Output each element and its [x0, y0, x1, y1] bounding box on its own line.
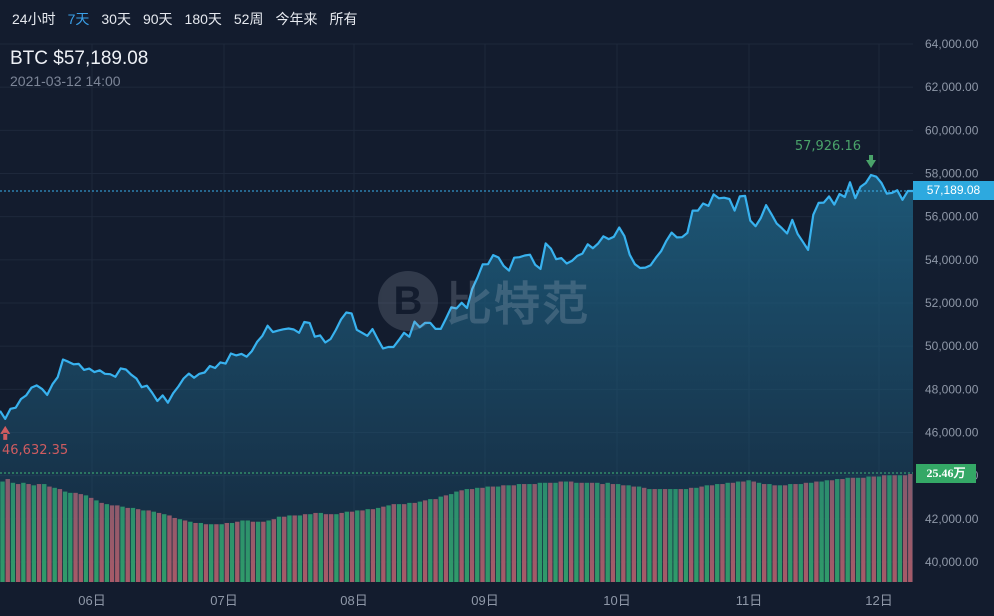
- tab-4[interactable]: 180天: [184, 11, 222, 27]
- watermark-text: 比特范: [446, 278, 590, 330]
- y-tick-label: 50,000.00: [925, 339, 979, 353]
- high-arrow-icon: [866, 155, 877, 169]
- y-tick-label: 60,000.00: [925, 123, 979, 137]
- time-range-tabs: 24小时 7天 30天 90天 180天 52周 今年来 所有: [6, 10, 363, 28]
- y-tick-label: 52,000.00: [925, 296, 979, 310]
- price-line: [0, 173, 913, 420]
- current-price-badge: 57,189.08: [913, 181, 994, 200]
- tab-0[interactable]: 24小时: [12, 11, 56, 27]
- low-arrow-icon: [0, 425, 11, 440]
- price-area: [0, 175, 913, 582]
- watermark: B 比特范: [378, 268, 590, 334]
- y-tick-label: 54,000.00: [925, 253, 979, 267]
- current-volume-badge: 25.46万: [916, 464, 976, 483]
- y-tick-label: 40,000.00: [925, 555, 979, 569]
- x-tick-label: 10日: [603, 593, 630, 608]
- chart-title: BTC $57,189.08: [10, 48, 149, 69]
- x-tick-label: 07日: [210, 593, 237, 608]
- x-tick-label: 08日: [340, 593, 367, 608]
- y-tick-label: 58,000.00: [925, 167, 979, 181]
- y-tick-label: 62,000.00: [925, 80, 979, 94]
- y-tick-label: 56,000.00: [925, 210, 979, 224]
- bitefan-logo-icon: B: [378, 271, 438, 331]
- low-label: 46,632.35: [2, 443, 68, 458]
- x-tick-label: 12日: [865, 593, 892, 608]
- y-tick-label: 64,000.00: [925, 37, 979, 51]
- high-label: 57,926.16: [795, 139, 861, 154]
- tab-6[interactable]: 今年来: [275, 11, 318, 27]
- tab-5[interactable]: 52周: [233, 11, 264, 27]
- y-tick-label: 46,000.00: [925, 426, 979, 440]
- x-tick-label: 11日: [736, 593, 763, 608]
- tab-2[interactable]: 30天: [101, 11, 131, 27]
- x-tick-label: 06日: [78, 593, 105, 608]
- tab-1[interactable]: 7天: [67, 11, 90, 27]
- x-tick-label: 09日: [471, 593, 498, 608]
- y-tick-label: 42,000.00: [925, 512, 979, 526]
- y-tick-label: 48,000.00: [925, 382, 979, 396]
- chart-subtitle: 2021-03-12 14:00: [10, 73, 121, 89]
- tab-7[interactable]: 所有: [329, 11, 358, 27]
- tab-3[interactable]: 90天: [142, 11, 173, 27]
